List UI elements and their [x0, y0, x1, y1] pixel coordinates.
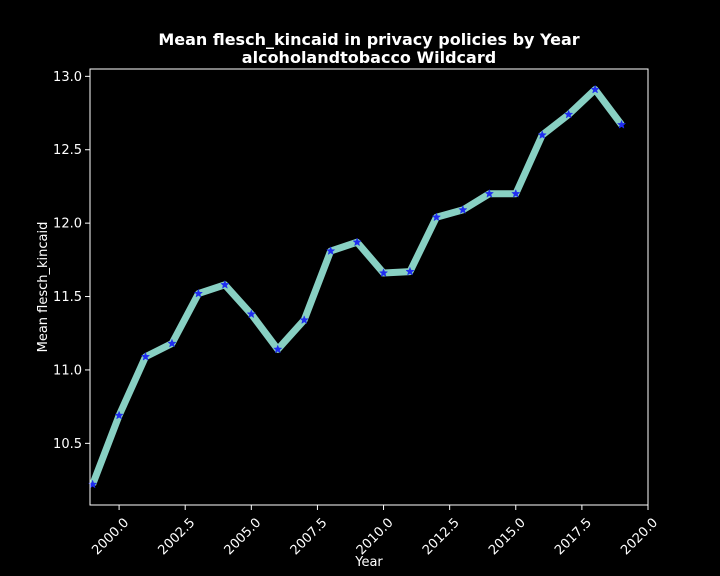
data-point-marker — [484, 188, 494, 198]
data-point-marker — [458, 205, 468, 214]
y-tick-label: 11.5 — [53, 290, 82, 305]
chart-title: Mean flesch_kincaid in privacy policies … — [158, 30, 579, 49]
data-point-marker — [140, 351, 151, 361]
data-point-marker — [220, 279, 230, 289]
data-point-marker — [325, 246, 336, 255]
data-point-marker — [431, 212, 442, 222]
data-point-marker — [590, 84, 600, 94]
data-point-marker — [564, 109, 574, 119]
x-axis-label: Year — [354, 555, 383, 570]
data-point-marker — [616, 119, 627, 129]
data-point-marker — [246, 309, 256, 319]
y-axis-label: Mean flesch_kincaid — [36, 222, 51, 353]
chart-subtitle: alcoholandtobacco Wildcard — [242, 48, 496, 67]
data-point-marker — [114, 410, 124, 420]
data-point-marker — [299, 315, 309, 324]
data-point-marker — [167, 338, 177, 348]
y-tick-label: 13.0 — [53, 70, 82, 85]
data-point-marker — [273, 344, 283, 354]
data-point-marker — [537, 130, 547, 140]
y-tick-label: 11.0 — [53, 363, 82, 378]
data-point-marker — [405, 266, 415, 276]
data-point-marker — [193, 288, 204, 298]
data-point-marker — [378, 268, 389, 278]
data-point-marker — [511, 188, 521, 198]
plot-frame — [89, 68, 649, 506]
y-tick-label: 12.5 — [53, 143, 82, 158]
y-tick-label: 12.0 — [53, 217, 82, 232]
y-tick-label: 10.5 — [53, 437, 82, 452]
data-point-marker — [352, 237, 362, 247]
